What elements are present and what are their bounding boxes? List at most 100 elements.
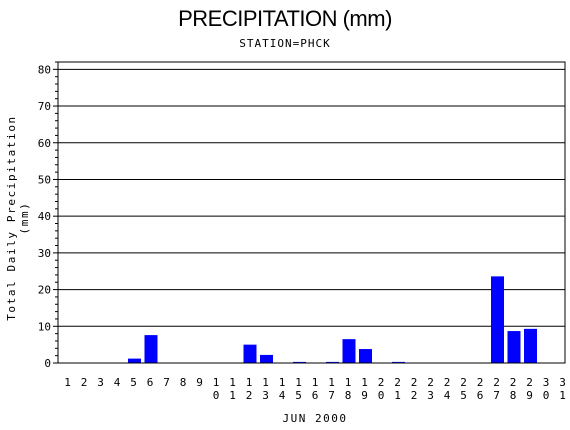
gridlines bbox=[58, 68, 565, 327]
x-tick-label: 1 bbox=[64, 376, 71, 389]
x-tick-char: 9 bbox=[526, 389, 533, 402]
x-tick-char: 0 bbox=[213, 389, 220, 402]
x-tick-char: 4 bbox=[444, 389, 451, 402]
bar-day-19 bbox=[359, 349, 372, 363]
bars bbox=[128, 276, 537, 363]
bar-day-6 bbox=[144, 335, 158, 363]
x-tick-label: 9 bbox=[196, 376, 203, 389]
x-tick-label: 21 bbox=[394, 376, 401, 402]
x-tick-char: 3 bbox=[97, 376, 104, 389]
bar-day-28 bbox=[507, 331, 521, 363]
x-tick-label: 5 bbox=[130, 376, 137, 389]
x-tick-label: 7 bbox=[163, 376, 170, 389]
x-tick-char: 2 bbox=[510, 376, 517, 389]
x-tick-char: 1 bbox=[559, 389, 566, 402]
x-tick-label: 13 bbox=[262, 376, 269, 402]
bar-day-29 bbox=[524, 328, 537, 363]
x-tick-label: 15 bbox=[295, 376, 302, 402]
x-axis-label: JUN 2000 bbox=[282, 412, 348, 425]
x-tick-char: 7 bbox=[493, 389, 500, 402]
y-ticks: 0 10 20 30 40 50 60 70 80 bbox=[38, 61, 58, 370]
x-tick-label: 19 bbox=[361, 376, 368, 402]
x-tick-label: 17 bbox=[328, 376, 335, 402]
x-tick-char: 5 bbox=[295, 389, 302, 402]
x-tick-char: 3 bbox=[543, 376, 550, 389]
x-tick-label: 14 bbox=[279, 376, 286, 402]
x-tick-label: 10 bbox=[213, 376, 220, 402]
x-tick-char: 1 bbox=[246, 376, 253, 389]
x-tick-char: 4 bbox=[279, 389, 286, 402]
bar-day-15 bbox=[293, 361, 306, 363]
x-tick-label: 20 bbox=[378, 376, 385, 402]
x-tick-char: 2 bbox=[246, 389, 253, 402]
x-tick-char: 6 bbox=[147, 376, 154, 389]
x-tick-char: 1 bbox=[312, 376, 319, 389]
x-tick-char: 2 bbox=[411, 389, 418, 402]
x-tick-label: 26 bbox=[477, 376, 484, 402]
x-tick-char: 8 bbox=[345, 389, 352, 402]
x-tick-char: 1 bbox=[262, 376, 269, 389]
x-tick-label: 27 bbox=[493, 376, 500, 402]
x-tick-char: 2 bbox=[493, 376, 500, 389]
x-tick-char: 3 bbox=[262, 389, 269, 402]
x-tick-char: 9 bbox=[361, 389, 368, 402]
x-tick-char: 1 bbox=[361, 376, 368, 389]
y-tick-label: 40 bbox=[38, 210, 51, 223]
y-tick-label: 50 bbox=[38, 173, 51, 186]
x-tick-char: 3 bbox=[559, 376, 566, 389]
x-tick-label: 12 bbox=[246, 376, 253, 402]
bar-day-27 bbox=[491, 276, 504, 363]
x-tick-char: 8 bbox=[180, 376, 187, 389]
x-tick-label: 25 bbox=[460, 376, 467, 402]
x-tick-label: 18 bbox=[345, 376, 352, 402]
x-tick-char: 1 bbox=[394, 389, 401, 402]
bar-day-13 bbox=[260, 354, 273, 363]
x-tick-char: 8 bbox=[510, 389, 517, 402]
x-tick-label: 4 bbox=[114, 376, 121, 389]
x-tick-char: 9 bbox=[196, 376, 203, 389]
x-tick-char: 2 bbox=[378, 376, 385, 389]
x-tick-char: 2 bbox=[526, 376, 533, 389]
x-tick-char: 3 bbox=[427, 389, 434, 402]
x-tick-char: 2 bbox=[411, 376, 418, 389]
y-tick-label: 30 bbox=[38, 247, 51, 260]
x-tick-char: 7 bbox=[163, 376, 170, 389]
x-tick-char: 1 bbox=[64, 376, 71, 389]
bar-day-5 bbox=[128, 358, 141, 363]
plot-frame bbox=[57, 61, 566, 364]
x-tick-char: 2 bbox=[460, 376, 467, 389]
chart-subtitle: STATION=PHCK bbox=[239, 37, 331, 50]
x-tick-char: 1 bbox=[295, 376, 302, 389]
x-tick-char: 6 bbox=[477, 389, 484, 402]
x-tick-char: 1 bbox=[229, 376, 236, 389]
bar-day-12 bbox=[243, 344, 257, 363]
x-tick-label: 24 bbox=[444, 376, 451, 402]
x-tick-char: 6 bbox=[312, 389, 319, 402]
bar-day-21 bbox=[392, 361, 405, 363]
x-tick-char: 7 bbox=[328, 389, 335, 402]
x-tick-char: 1 bbox=[328, 376, 335, 389]
x-tick-char: 5 bbox=[460, 389, 467, 402]
x-tick-label: 16 bbox=[312, 376, 319, 402]
x-tick-char: 1 bbox=[213, 376, 220, 389]
x-tick-char: 1 bbox=[345, 376, 352, 389]
y-tick-label: 70 bbox=[38, 100, 51, 113]
x-tick-label: 2 bbox=[81, 376, 88, 389]
y-tick-label: 0 bbox=[44, 357, 51, 370]
x-tick-label: 11 bbox=[229, 376, 236, 402]
x-tick-char: 1 bbox=[229, 389, 236, 402]
x-tick-char: 2 bbox=[394, 376, 401, 389]
x-tick-label: 28 bbox=[510, 376, 517, 402]
y-tick-label: 10 bbox=[38, 320, 51, 333]
x-tick-label: 8 bbox=[180, 376, 187, 389]
x-tick-char: 0 bbox=[378, 389, 385, 402]
y-tick-label: 80 bbox=[38, 63, 51, 76]
x-tick-char: 2 bbox=[477, 376, 484, 389]
x-tick-char: 4 bbox=[114, 376, 121, 389]
x-tick-label: 29 bbox=[526, 376, 533, 402]
x-tick-char: 1 bbox=[279, 376, 286, 389]
bar-day-18 bbox=[342, 339, 356, 363]
x-tick-char: 2 bbox=[444, 376, 451, 389]
x-tick-label: 31 bbox=[559, 376, 566, 402]
